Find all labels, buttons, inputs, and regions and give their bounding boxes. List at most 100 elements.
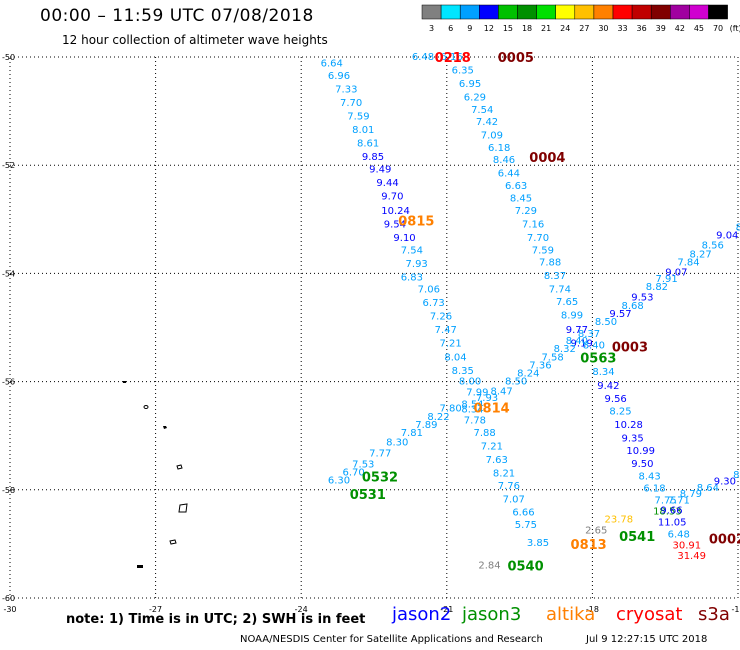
wave-height-value: 30.91	[672, 541, 701, 552]
island-mark	[123, 381, 126, 383]
wave-height-value: 7.09	[481, 130, 503, 141]
wave-height-value: 7.70	[340, 98, 362, 109]
wave-height-value: 7.21	[440, 339, 462, 350]
legend-swatch	[479, 4, 499, 20]
legend-swatch	[670, 4, 690, 20]
wave-height-value: 8.04	[444, 352, 466, 363]
wave-height-value: 7.29	[515, 206, 537, 217]
timestamp-text: Jul 9 12:27:15 UTC 2018	[586, 634, 708, 645]
wave-height-value: 9.53	[631, 293, 653, 304]
wave-height-value: 9.35	[622, 433, 644, 444]
wave-height-value: 7.77	[369, 449, 391, 460]
wave-height-value: 7.70	[527, 233, 549, 244]
wave-height-value: 7.53	[352, 459, 374, 470]
satellite-jason2: jason2	[392, 604, 452, 625]
wave-height-value: 8.21	[493, 469, 515, 480]
wave-height-value: 9.30	[714, 477, 736, 488]
legend-swatch	[631, 4, 652, 20]
wave-height-value: 7.63	[486, 455, 508, 466]
pass-time-label: 0004	[529, 151, 565, 166]
island-mark	[163, 426, 167, 429]
wave-height-value: 7.06	[418, 285, 440, 296]
pass-time-label: 0813	[571, 538, 607, 553]
island-mark	[169, 539, 177, 545]
legend-label: 42	[675, 24, 685, 33]
satellite-jason3: jason3	[462, 604, 522, 625]
wave-height-value: 6.18	[488, 143, 510, 154]
wave-height-value: 8.43	[639, 471, 661, 482]
wave-height-value: 7.93	[476, 393, 498, 404]
pass-time-label: 0815	[398, 214, 434, 229]
wave-height-value: 7.21	[481, 442, 503, 453]
island-mark	[137, 565, 143, 568]
wave-height-value: 6.73	[423, 298, 445, 309]
wave-height-value: 7.07	[503, 495, 525, 506]
pass-time-label: 0540	[507, 560, 543, 575]
y-tick-label: -58	[2, 486, 15, 495]
wave-height-value: 8.24	[517, 368, 539, 379]
wave-height-value: 9.77	[566, 325, 588, 336]
wave-height-value: 5.75	[515, 520, 537, 531]
wave-height-value: 6.30	[328, 476, 350, 487]
legend-label: 70	[713, 24, 723, 33]
wave-height-value: 7.80	[440, 404, 462, 415]
observations: 6.48 6.64 6.96 7.33 7.70 7.59 8.01 8.61 9.85 9.49…	[321, 51, 740, 575]
wave-height-value: 7.36	[529, 360, 551, 371]
wave-height-value: 7.58	[541, 352, 563, 363]
legend-label: 36	[637, 24, 647, 33]
wave-height-value: 8.45	[510, 194, 532, 205]
wave-height-value: 8.40	[566, 336, 588, 347]
wave-height-value: 7.84	[677, 258, 699, 269]
legend-label: 18	[522, 24, 532, 33]
legend-label: 24	[560, 24, 570, 33]
wave-height-value: 7.59	[347, 112, 369, 123]
wave-height-value: 6.95	[459, 79, 481, 90]
wave-height-value: 9.54	[384, 220, 406, 231]
legend-label: 15	[503, 24, 513, 33]
legend-swatch	[574, 4, 595, 20]
legend-swatch	[498, 4, 518, 20]
satellite-cryosat: cryosat	[616, 604, 683, 625]
wave-height-value: 8.56	[702, 240, 724, 251]
wave-height-value: 8.54	[461, 399, 483, 410]
island-mark	[143, 405, 149, 409]
wave-height-value: 7.26	[430, 312, 452, 323]
wave-height-value: 8.35	[452, 366, 474, 377]
wave-height-value: 8	[733, 470, 739, 481]
wave-height-value: 6.96	[328, 71, 350, 82]
wave-height-value: 2.65	[585, 525, 607, 536]
legend-label: 9	[467, 24, 472, 33]
wave-height-value: 7.65	[556, 297, 578, 308]
pass-time-label: 0531	[350, 488, 386, 503]
y-tick-label: -50	[2, 53, 15, 62]
wave-height-value: 8.46	[493, 155, 515, 166]
x-tick-label: -15	[731, 605, 740, 614]
wave-height-value: 8.22	[427, 412, 449, 423]
wave-height-value: 9.50	[631, 459, 653, 470]
wave-height-value: 9.70	[381, 192, 403, 203]
wave-height-value: 8.79	[680, 489, 702, 500]
legend-swatch	[612, 4, 633, 20]
wave-height-value: 7.99	[466, 387, 488, 398]
wave-height-value: 6.29	[464, 93, 486, 104]
pass-time-label: 0002	[709, 532, 740, 547]
wave-height-value: 7.54	[401, 246, 423, 257]
wave-height-value: 8.61	[357, 139, 379, 150]
wave-height-value: 10.24	[381, 206, 410, 217]
wave-height-value: 8.37	[544, 271, 566, 282]
wave-height-value: 8.34	[461, 405, 483, 416]
wave-height-value: 10.99	[626, 446, 655, 457]
pass-time-label: 0003	[612, 340, 648, 355]
wave-height-value: 8.50	[595, 317, 617, 328]
wave-height-value: 9.85	[362, 152, 384, 163]
wave-height-value: 7.75	[655, 496, 677, 507]
wave-height-value: 8.37	[578, 329, 600, 340]
wave-height-value: 7.16	[522, 220, 544, 231]
island-mark	[178, 503, 188, 513]
wave-height-value: 8.50	[505, 377, 527, 388]
wave-height-value: 9.19	[571, 339, 593, 350]
wave-height-value: 7.71	[668, 496, 690, 507]
wave-height-value: 8.34	[592, 367, 614, 378]
